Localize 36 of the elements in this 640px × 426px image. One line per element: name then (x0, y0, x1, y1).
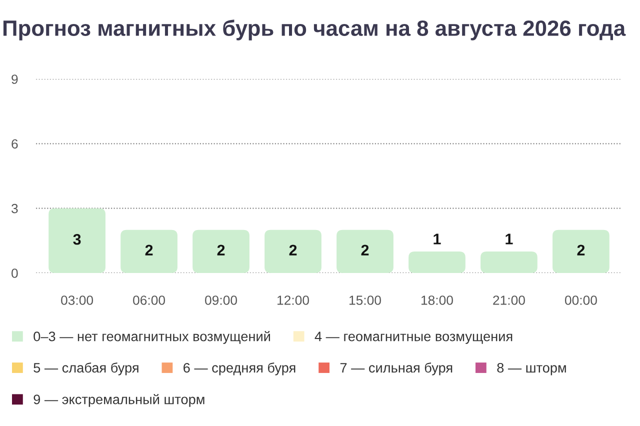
legend-label: 6 — средняя буря (184, 362, 296, 376)
x-tick-label: 03:00 (61, 296, 94, 305)
data-label: 2 (289, 244, 297, 256)
x-tick-label: 09:00 (205, 296, 238, 305)
bar (408, 251, 466, 273)
data-label: 1 (506, 234, 513, 244)
x-tick-label: 06:00 (133, 296, 166, 305)
bar (192, 230, 250, 273)
data-label: 2 (145, 244, 153, 256)
y-tick-label: 3 (12, 204, 18, 214)
legend-label: 7 — сильная буря (340, 362, 452, 376)
x-tick-label: 12:00 (278, 296, 309, 305)
x-tick-label: 00:00 (564, 296, 597, 305)
legend-label: 4 — геомагнитные возмущения (314, 332, 512, 344)
bar (480, 251, 538, 273)
y-tick-label: 9 (12, 74, 18, 84)
x-tick-label: 15:00 (349, 296, 381, 305)
data-label: 1 (434, 234, 441, 244)
data-label: 2 (217, 244, 225, 256)
bar (48, 208, 106, 273)
legend-label: 9 — экстремальный шторм (34, 394, 204, 407)
bar (552, 230, 610, 273)
x-tick-label: 21:00 (493, 296, 525, 305)
y-tick-label: 6 (12, 139, 18, 149)
legend-label: 0–3 — нет геомагнитных возмущений (34, 331, 270, 344)
data-label: 2 (361, 244, 369, 256)
y-tick-label: 0 (12, 268, 18, 278)
data-label: 2 (577, 244, 585, 256)
bar (264, 230, 322, 273)
legend-label: 5 — слабая буря (34, 362, 138, 376)
bar (336, 230, 394, 273)
legend-label: 8 — шторм (497, 362, 566, 376)
data-label: 3 (73, 234, 81, 245)
bar (120, 230, 178, 273)
x-tick-label: 18:00 (421, 296, 453, 305)
chart-title: Прогноз магнитных бурь по часам на 8 августа 2026 года (3, 20, 626, 40)
